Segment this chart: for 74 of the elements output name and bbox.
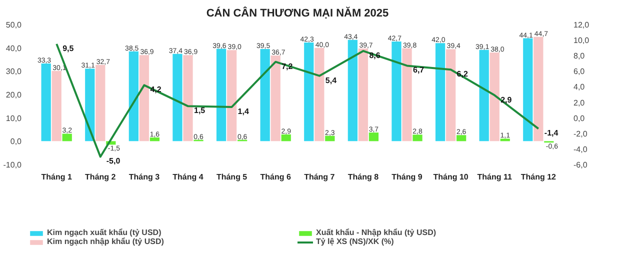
- y2-tick-label: -6,0: [574, 160, 588, 170]
- bar: [456, 135, 466, 142]
- bar: [490, 52, 500, 142]
- bar: [52, 70, 62, 142]
- legend-label: Kim ngạch xuất khẩu (tỷ USD): [47, 228, 162, 238]
- bar: [62, 134, 72, 142]
- bar: [226, 50, 237, 142]
- y2-tick-label: 6,0: [574, 67, 586, 76]
- bar: [325, 136, 335, 142]
- bar: [216, 48, 226, 142]
- bar: [500, 138, 510, 142]
- bar: [435, 43, 446, 142]
- data-label: 1,4: [238, 106, 250, 116]
- y2-tick-label: 0,0: [574, 114, 586, 123]
- y-tick-label: 20,0: [6, 90, 22, 100]
- x-tick-label: Tháng 1: [41, 172, 72, 182]
- y2-tick-label: -2,0: [574, 129, 588, 138]
- y-tick-label: 10,0: [6, 114, 22, 123]
- x-tick-label: Tháng 7: [304, 172, 336, 182]
- bar: [96, 64, 106, 142]
- bar: [523, 38, 533, 142]
- bar: [358, 48, 368, 142]
- bar: [348, 40, 358, 142]
- bar: [479, 50, 489, 142]
- bar: [392, 42, 402, 142]
- bar: [314, 48, 324, 142]
- x-tick-label: Tháng 3: [128, 172, 160, 182]
- y2-tick-label: 2,0: [574, 98, 586, 108]
- bar: [41, 63, 51, 142]
- bar: [85, 68, 95, 142]
- bar: [412, 134, 422, 142]
- data-label: 2,9: [500, 95, 512, 104]
- bar: [260, 49, 270, 142]
- y-tick-label: 0,0: [10, 137, 22, 146]
- bar: [172, 54, 182, 142]
- y-tick-label: 50,0: [6, 20, 22, 30]
- chart-title: CÁN CÂN THƯƠNG MẠI NĂM 2025: [206, 6, 389, 20]
- x-tick-label: Tháng 8: [348, 172, 380, 182]
- x-tick-label: Tháng 12: [520, 172, 557, 182]
- data-label: 1,5: [194, 106, 206, 116]
- data-label: -1,4: [544, 128, 559, 138]
- bar: [402, 48, 412, 142]
- bar: [139, 55, 150, 142]
- x-tick-label: Tháng 4: [172, 172, 204, 182]
- data-label: -5,0: [106, 156, 121, 166]
- legend-label: Tỷ lệ XS (NS)/XK (%): [316, 237, 395, 246]
- data-label: 6,7: [413, 66, 425, 75]
- x-tick-label: Tháng 2: [85, 172, 116, 182]
- bar: [368, 132, 379, 142]
- y2-tick-label: 12,0: [574, 20, 590, 30]
- legend-label: Kim ngạch nhập khẩu (tỷ USD): [47, 237, 165, 246]
- x-tick-label: Tháng 10: [433, 172, 469, 182]
- y-tick-label: 30,0: [6, 67, 22, 76]
- data-label: 9,5: [62, 44, 74, 53]
- x-tick-label: Tháng 9: [392, 172, 423, 182]
- y-tick-label: 40,0: [6, 44, 22, 53]
- bar: [128, 51, 138, 142]
- x-tick-label: Tháng 6: [260, 172, 292, 182]
- bar: [150, 137, 160, 142]
- bar: [183, 55, 193, 142]
- x-tick-label: Tháng 11: [477, 172, 512, 182]
- bar: [304, 42, 314, 142]
- y2-tick-label: -4,0: [574, 144, 588, 154]
- y2-tick-label: 10,0: [574, 36, 590, 46]
- y2-tick-label: 8,0: [574, 52, 586, 61]
- bar: [446, 49, 456, 142]
- x-tick-label: Tháng 5: [216, 172, 248, 182]
- data-label: 5,4: [325, 76, 338, 85]
- bar: [270, 56, 280, 142]
- bar: [281, 134, 291, 142]
- y-tick-label: -10,0: [3, 160, 22, 170]
- y2-tick-label: 4,0: [574, 82, 586, 92]
- legend-label: Xuất khẩu - Nhập khẩu (tỷ USD): [316, 228, 438, 238]
- bar: [534, 36, 544, 142]
